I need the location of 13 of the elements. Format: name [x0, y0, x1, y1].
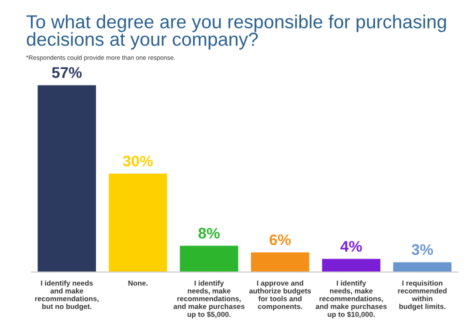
chart-title: To what degree are you responsible for purchasing decisions at your company? — [26, 14, 446, 50]
bar — [38, 85, 96, 272]
data-label: 6% — [270, 234, 291, 246]
bar — [108, 174, 168, 272]
bar — [322, 258, 380, 272]
bar — [393, 262, 452, 272]
bar — [250, 252, 310, 272]
data-label: 8% — [198, 228, 220, 239]
data-label: 57% — [52, 67, 82, 78]
bar — [180, 246, 238, 272]
data-label: 4% — [340, 240, 362, 252]
data-label: 3% — [412, 244, 433, 256]
data-label: 30% — [122, 156, 153, 167]
